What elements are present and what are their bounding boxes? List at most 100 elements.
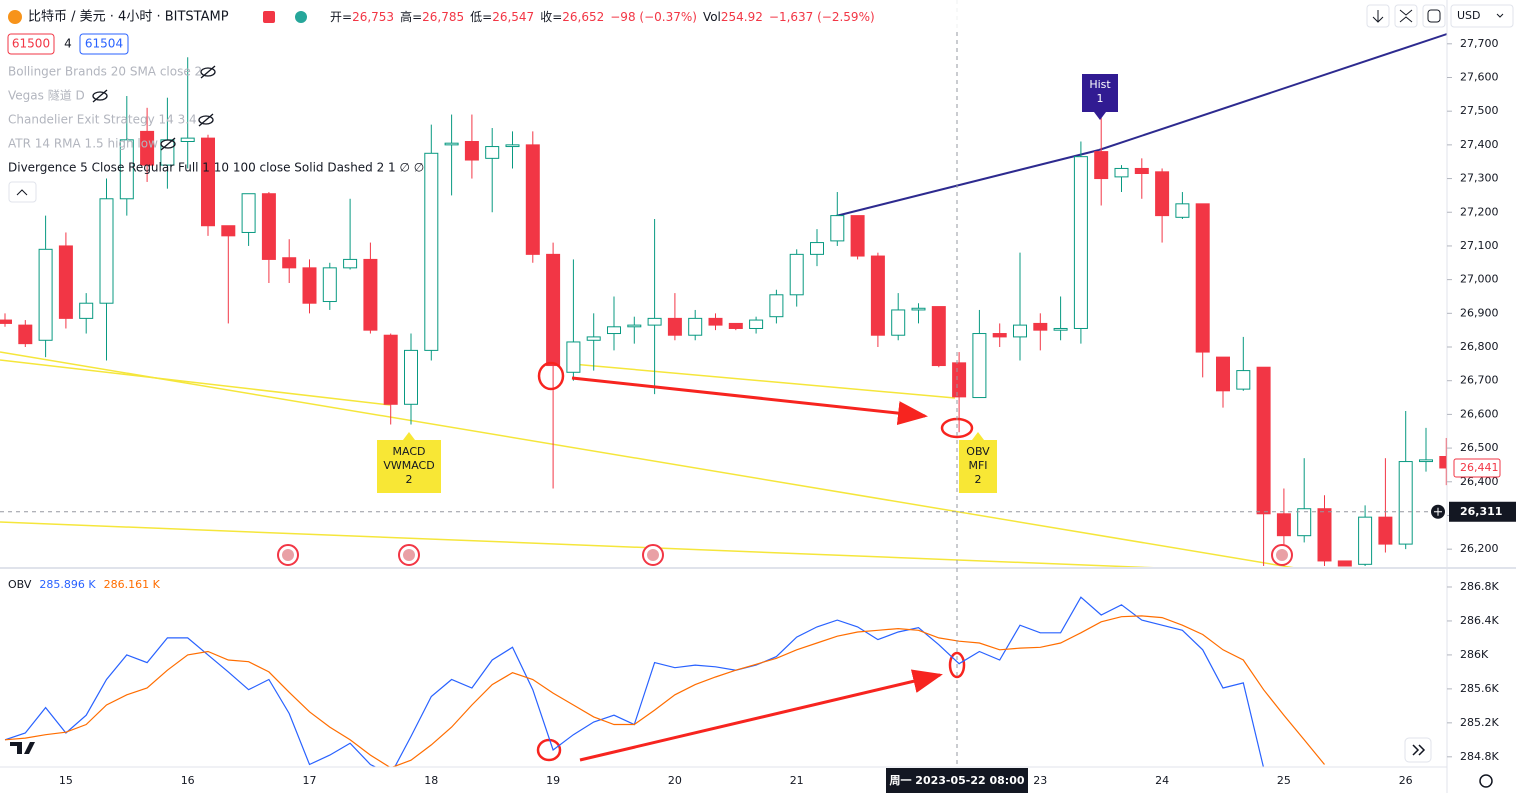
header-bg <box>0 0 1040 30</box>
candle-body <box>424 152 439 351</box>
candle-body <box>302 267 317 304</box>
button[interactable] <box>1394 4 1418 28</box>
y-tick-label: 27,600 <box>1460 70 1499 83</box>
candle-body <box>1276 513 1291 537</box>
trend-line <box>0 521 1154 567</box>
icon <box>295 11 307 23</box>
candle-body <box>1297 508 1312 537</box>
x-tick-label: 20 <box>668 774 682 787</box>
candle-body <box>810 242 824 255</box>
ohlc-value: 26,753 <box>352 10 394 24</box>
annotation-text: VWMACD <box>383 459 434 472</box>
y-tick-label: 27,400 <box>1460 138 1499 151</box>
candle-body <box>404 349 418 405</box>
y-tick-label: 27,500 <box>1460 104 1499 117</box>
obv-pane <box>4 596 1325 767</box>
input-value: 61504 <box>85 37 123 51</box>
highlight-circle <box>536 738 562 762</box>
annotation-text: 1 <box>1097 92 1104 105</box>
candle-body <box>1134 167 1149 175</box>
arrow <box>571 376 928 426</box>
symbol-icon <box>8 10 22 24</box>
candle-body <box>383 334 398 405</box>
candle-body <box>789 253 804 296</box>
ohlc-value: 26,652 <box>562 10 604 24</box>
indicator-label: Bollinger Brands 20 SMA close 2 <box>8 65 202 79</box>
obv-value: 285.896 K <box>39 578 96 591</box>
candle-body <box>99 198 114 304</box>
candle-body <box>363 258 378 331</box>
candle-body <box>1358 516 1373 565</box>
candle-body <box>18 324 33 345</box>
candle-body <box>667 317 682 336</box>
ohlc-value: 26,547 <box>492 10 534 24</box>
candle-body <box>1317 508 1332 562</box>
y-tick-label: 27,000 <box>1460 273 1499 286</box>
logo <box>10 742 35 754</box>
candle-body <box>972 333 987 399</box>
x-tick-label: 18 <box>424 774 438 787</box>
ohlc-value: 254.92 <box>721 10 763 24</box>
y-tick-label: 286.8K <box>1460 580 1499 593</box>
indicator-label: Chandelier Exit Strategy 14 3.4 <box>8 113 197 127</box>
crosshair-time-box <box>886 768 1028 793</box>
y-tick-label: 285.6K <box>1460 682 1499 695</box>
candle-body <box>525 144 540 255</box>
ohlc-key: 高= <box>400 9 422 24</box>
currency-select[interactable] <box>1450 4 1514 28</box>
obv-title: OBV <box>8 578 32 591</box>
y-tick-label: 26,800 <box>1460 340 1499 353</box>
candle-body <box>1216 356 1230 392</box>
y-tick-label: 27,200 <box>1460 205 1499 218</box>
trend-line <box>835 149 1100 217</box>
y-tick-label: 27,100 <box>1460 239 1499 252</box>
y-tick-label: 26,500 <box>1460 441 1499 454</box>
trend-line <box>0 359 391 406</box>
y-tick-label: 26,200 <box>1460 542 1499 555</box>
annotation-text: MFI <box>968 459 987 472</box>
y-tick-label: 286.4K <box>1460 614 1499 627</box>
trend-line <box>571 363 956 399</box>
y-tick-label: 27,300 <box>1460 172 1499 185</box>
ohlc-value: −1,637 (−2.59%) <box>769 10 875 24</box>
x-tick-label: 15 <box>59 774 73 787</box>
crosshair-price-box <box>1449 501 1516 522</box>
candle-body <box>180 137 195 142</box>
candle-body <box>1013 324 1027 338</box>
x-tick-label: 24 <box>1155 774 1169 787</box>
input-box <box>7 33 55 55</box>
y-tick-label: 26,400 <box>1460 475 1499 488</box>
candle-body <box>444 142 459 146</box>
candle-body <box>1439 456 1447 469</box>
candle-body <box>1256 366 1271 515</box>
collapse-button[interactable] <box>8 181 37 203</box>
ohlc-key: Vol <box>703 10 721 24</box>
candle-body <box>1419 459 1433 463</box>
annotation-text: 2 <box>406 473 413 486</box>
candle-body <box>627 324 642 328</box>
candle-body <box>38 248 53 341</box>
crosshair-plus-icon <box>1434 507 1442 516</box>
candle-body <box>0 319 12 324</box>
candle-body <box>911 307 926 311</box>
eye-off-icons <box>92 65 216 151</box>
candle-body <box>485 146 500 159</box>
x-tick-label: 21 <box>790 774 804 787</box>
candle-body <box>1155 171 1170 217</box>
trend-line <box>0 351 1294 567</box>
obv-line <box>4 615 1325 767</box>
annotation-text: Hist <box>1089 78 1111 91</box>
input-box <box>79 33 129 55</box>
candle-body <box>1114 167 1129 178</box>
y-tick-label: 285.2K <box>1460 716 1499 729</box>
candle-body <box>1073 156 1088 329</box>
flag-icons <box>277 544 1293 566</box>
button[interactable] <box>1422 4 1446 28</box>
settings-icon[interactable] <box>1479 774 1493 788</box>
candle-body <box>931 306 946 367</box>
candle-body <box>201 137 215 227</box>
x-tick-label: 19 <box>546 774 560 787</box>
candle-body <box>140 130 155 166</box>
